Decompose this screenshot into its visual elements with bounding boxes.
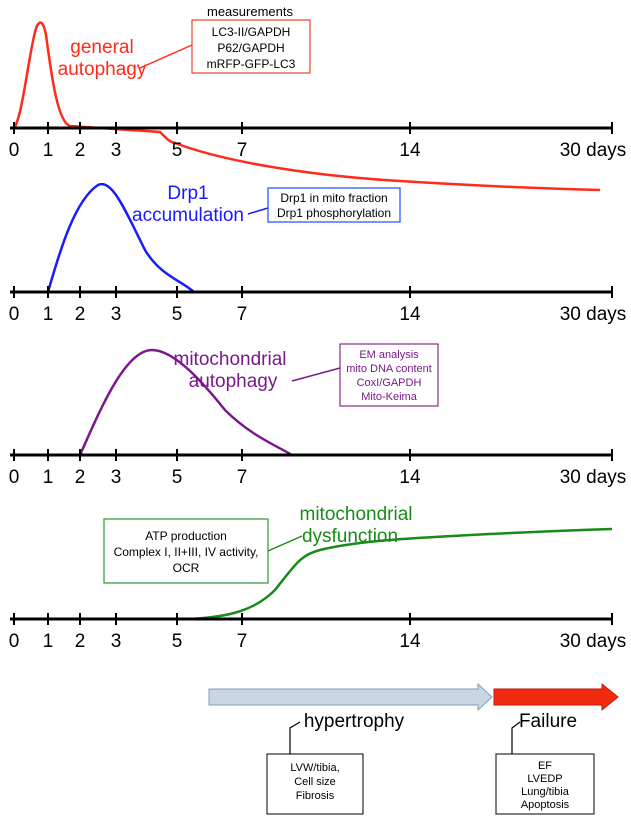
panel-mitochondrial-autophagy: mitochondrial autophagy EM analysis mito… xyxy=(9,343,627,488)
mitochondrial-autophagy-label-line1: mitochondrial xyxy=(174,349,287,370)
mitochondrial-dysfunction-connector xyxy=(267,535,303,552)
axis-tick-label: 7 xyxy=(237,467,248,488)
axis-tick-label: 1 xyxy=(43,304,54,325)
drp1-accumulation-box xyxy=(267,187,401,223)
axis-1: 0 1 2 3 5 7 14 30 days xyxy=(9,122,627,161)
drp1-accumulation-curve xyxy=(46,182,195,293)
mitochondrial-autophagy-box-line3: CoxI/GAPDH xyxy=(357,377,422,389)
axis-tick-label: 30 days xyxy=(560,467,627,488)
drp1-accumulation-box-line2: Drp1 phosphorylation xyxy=(277,206,391,220)
drp1-accumulation-label-line2: accumulation xyxy=(132,205,244,226)
axis-tick-label: 1 xyxy=(43,631,54,652)
axis-4: 0 1 2 3 5 7 14 30 days xyxy=(9,613,627,652)
axis-tick-label: 5 xyxy=(172,140,183,161)
failure-box-line1: EF xyxy=(538,760,552,772)
hypertrophy-box-line1: LVW/tibia, xyxy=(290,762,339,774)
drp1-accumulation-box-line1: Drp1 in mito fraction xyxy=(280,191,387,205)
general-autophagy-label-line2: autophagy xyxy=(58,59,147,80)
mitochondrial-autophagy-label: mitochondrial autophagy xyxy=(174,349,287,392)
drp1-accumulation-connector xyxy=(247,207,269,215)
general-autophagy-curve xyxy=(12,21,601,192)
measurements-header: measurements xyxy=(207,4,293,19)
axis-tick-label: 2 xyxy=(75,467,86,488)
axis-tick-label: 14 xyxy=(399,467,421,488)
general-autophagy-box-line2: P62/GAPDH xyxy=(217,41,284,55)
mitochondrial-autophagy-box-line4: Mito-Keima xyxy=(361,391,418,403)
mitochondrial-dysfunction-box-line2: Complex I, II+III, IV activity, xyxy=(114,545,259,559)
mitochondrial-autophagy-connector xyxy=(291,367,341,382)
mitochondrial-autophagy-box xyxy=(339,343,439,407)
panel-drp1-accumulation: Drp1 accumulation Drp1 in mito fraction … xyxy=(9,182,627,325)
axis-tick-label: 30 days xyxy=(560,304,627,325)
failure-connector xyxy=(511,721,521,754)
axis-tick-label: 5 xyxy=(172,467,183,488)
axis-tick-label: 3 xyxy=(111,140,122,161)
mitochondrial-autophagy-box-line1: EM analysis xyxy=(359,349,419,361)
mitochondrial-dysfunction-label: mitochondrial dysfunction xyxy=(300,504,413,547)
hypertrophy-label: hypertrophy xyxy=(304,711,405,732)
axis-tick-label: 0 xyxy=(9,304,20,325)
failure-box xyxy=(495,753,595,815)
axis-tick-label: 0 xyxy=(9,467,20,488)
failure-arrow xyxy=(493,682,619,712)
panel-mitochondrial-dysfunction: mitochondrial dysfunction ATP production… xyxy=(9,504,627,652)
axis-tick-label: 0 xyxy=(9,140,20,161)
axis-tick-label: 2 xyxy=(75,140,86,161)
axis-tick-label: 30 days xyxy=(560,631,627,652)
phase-hypertrophy: hypertrophy LVW/tibia, Cell size Fibrosi… xyxy=(208,682,493,815)
general-autophagy-connector xyxy=(139,44,193,69)
axis-tick-label: 14 xyxy=(399,631,421,652)
failure-box-line3: Lung/tibia xyxy=(521,786,570,798)
axis-tick-label: 1 xyxy=(43,140,54,161)
axis-tick-label: 7 xyxy=(237,631,248,652)
mitochondrial-dysfunction-label-line1: mitochondrial xyxy=(300,504,413,525)
axis-tick-label: 14 xyxy=(399,304,421,325)
mitochondrial-autophagy-curve xyxy=(78,348,293,457)
mitochondrial-dysfunction-curve xyxy=(189,527,613,621)
axis-tick-label: 0 xyxy=(9,631,20,652)
axis-tick-label: 1 xyxy=(43,467,54,488)
general-autophagy-box xyxy=(191,19,311,74)
general-autophagy-box-line1: LC3-II/GAPDH xyxy=(212,25,291,39)
hypertrophy-connector xyxy=(289,721,301,754)
axis-tick-label: 14 xyxy=(399,140,421,161)
axis-tick-label: 2 xyxy=(75,631,86,652)
general-autophagy-box-line3: mRFP-GFP-LC3 xyxy=(207,57,296,71)
mitochondrial-dysfunction-box xyxy=(103,518,269,584)
axis-tick-label: 3 xyxy=(111,304,122,325)
axis-tick-label: 5 xyxy=(172,631,183,652)
panel-general-autophagy: general autophagy measurements LC3-II/GA… xyxy=(9,4,627,192)
failure-box-line2: LVEDP xyxy=(527,773,562,785)
axis-tick-label: 7 xyxy=(237,140,248,161)
hypertrophy-arrow xyxy=(208,682,493,712)
axis-2: 0 1 2 3 5 7 14 30 days xyxy=(9,286,627,325)
axis-tick-label: 2 xyxy=(75,304,86,325)
axis-tick-label: 7 xyxy=(237,304,248,325)
drp1-accumulation-label-line1: Drp1 xyxy=(167,183,208,204)
failure-box-line4: Apoptosis xyxy=(521,799,570,811)
hypertrophy-box-line2: Cell size xyxy=(294,776,336,788)
axis-tick-label: 3 xyxy=(111,467,122,488)
axis-tick-label: 30 days xyxy=(560,140,627,161)
axis-3: 0 1 2 3 5 7 14 30 days xyxy=(9,449,627,488)
hypertrophy-box xyxy=(266,753,364,815)
mitochondrial-dysfunction-box-line1: ATP production xyxy=(145,529,227,543)
phase-failure: Failure EF LVEDP Lung/tibia Apoptosis xyxy=(493,682,619,815)
mitochondrial-autophagy-label-line2: autophagy xyxy=(189,371,278,392)
hypertrophy-box-line3: Fibrosis xyxy=(296,790,335,802)
mitochondrial-dysfunction-box-line3: OCR xyxy=(173,561,200,575)
mitochondrial-dysfunction-label-line2: dysfunction xyxy=(302,526,398,547)
general-autophagy-label-line1: general xyxy=(70,37,133,58)
drp1-accumulation-label: Drp1 accumulation xyxy=(132,183,244,226)
axis-tick-label: 5 xyxy=(172,304,183,325)
mitochondrial-autophagy-box-line2: mito DNA content xyxy=(346,363,432,375)
axis-tick-label: 3 xyxy=(111,631,122,652)
general-autophagy-label: general autophagy xyxy=(58,37,147,80)
failure-label: Failure xyxy=(519,711,577,732)
